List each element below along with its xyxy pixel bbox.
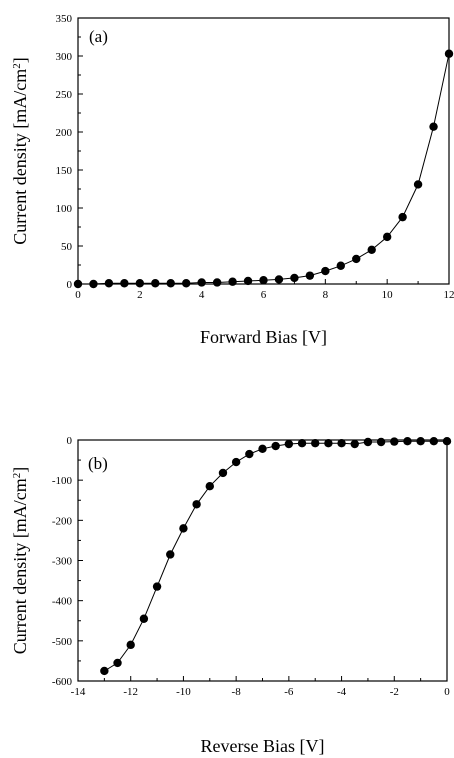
data-point <box>311 439 320 448</box>
y-tick-label: 300 <box>56 51 73 63</box>
x-tick-label: 10 <box>382 289 394 301</box>
data-point <box>152 582 162 591</box>
x-tick-label: 4 <box>199 289 205 301</box>
x-tick-label: 0 <box>75 289 81 301</box>
y-axis-title: Current density [mA/cm2] <box>10 467 30 654</box>
chart-panel-a: 0 2 4 6 8 10 12 0 50 100 150 200 250 300 350 (a) Forward… <box>10 13 454 347</box>
data-point <box>444 49 454 58</box>
data-point <box>390 437 399 446</box>
series-line <box>78 53 450 285</box>
data-point <box>363 437 373 447</box>
data-point <box>212 278 222 287</box>
data-point <box>274 275 284 284</box>
data-point <box>259 276 268 285</box>
data-point <box>336 261 345 270</box>
data-point <box>139 614 149 623</box>
data-point <box>352 254 361 264</box>
data-point <box>413 180 423 189</box>
data-point <box>245 449 254 459</box>
data-point <box>271 441 280 451</box>
y-tick-label: -100 <box>52 475 73 487</box>
y-tick-label: -400 <box>52 596 73 608</box>
data-point <box>350 439 359 449</box>
data-point <box>258 444 267 454</box>
data-point <box>403 437 412 446</box>
x-tick-label: -6 <box>284 686 294 698</box>
x-tick-label: 0 <box>444 686 450 698</box>
data-point <box>337 439 346 448</box>
y-tick-label: 350 <box>56 13 73 25</box>
data-point <box>228 277 237 286</box>
data-point <box>429 437 439 446</box>
x-tick-label: -8 <box>232 686 242 698</box>
plot-frame <box>77 17 450 285</box>
data-point <box>205 481 214 491</box>
y-axis-title: Current density [mA/cm2] <box>10 57 30 244</box>
data-point <box>382 232 392 242</box>
x-tick-label: 12 <box>444 289 454 301</box>
panel-label: (a) <box>89 27 108 46</box>
chart-panel-b: -14 -12 -10 -8 -6 -4 -2 0 -600 -500 -400 -300 -200 -1… <box>10 435 452 756</box>
y-tick-label: 0 <box>67 279 73 291</box>
y-tick-label: -300 <box>52 556 73 568</box>
y-tick-label: -500 <box>52 636 73 648</box>
x-tick-label: 8 <box>323 289 329 301</box>
data-point <box>197 278 206 287</box>
data-point <box>151 279 160 288</box>
data-point <box>126 640 135 650</box>
data-point <box>416 437 425 446</box>
data-point <box>218 468 228 478</box>
x-tick-label: -10 <box>176 686 191 698</box>
y-tick-label: 100 <box>56 203 73 215</box>
data-point <box>290 273 299 283</box>
x-axis-title: Forward Bias [V] <box>200 327 327 347</box>
x-tick-label: 6 <box>261 289 267 301</box>
y-tick-label: 50 <box>61 241 73 253</box>
data-point <box>179 524 188 533</box>
data-point <box>89 279 98 289</box>
data-point <box>182 279 191 288</box>
data-point <box>135 279 145 288</box>
data-point <box>166 279 175 288</box>
y-tick-label: 150 <box>56 165 73 177</box>
data-point <box>442 437 452 446</box>
y-tick-label: -200 <box>52 515 73 527</box>
data-point <box>321 266 330 276</box>
y-tick-label: -600 <box>52 676 73 688</box>
data-point <box>100 666 109 676</box>
data-point <box>376 437 386 447</box>
data-point <box>192 500 201 509</box>
data-point <box>398 212 407 222</box>
series-line <box>104 440 447 672</box>
x-tick-label: -4 <box>337 686 347 698</box>
data-point <box>104 279 114 288</box>
panel-label: (b) <box>88 454 108 473</box>
x-tick-label: -2 <box>390 686 399 698</box>
data-point <box>113 658 122 668</box>
data-point <box>231 457 241 467</box>
data-point <box>429 122 438 131</box>
data-point <box>73 279 83 289</box>
data-point <box>305 271 315 280</box>
x-axis-title: Reverse Bias [V] <box>201 736 325 756</box>
data-point <box>297 439 307 448</box>
x-tick-label: 2 <box>137 289 143 301</box>
data-point <box>120 279 129 288</box>
x-tick-label: -12 <box>123 686 138 698</box>
data-point <box>166 550 175 559</box>
y-tick-label: 250 <box>56 89 73 101</box>
data-point <box>243 276 253 286</box>
data-point <box>367 245 376 254</box>
data-point <box>284 439 294 449</box>
x-tick-label: -14 <box>71 686 86 698</box>
data-point <box>324 439 333 448</box>
y-tick-label: 0 <box>67 435 73 447</box>
y-tick-label: 200 <box>56 127 73 139</box>
